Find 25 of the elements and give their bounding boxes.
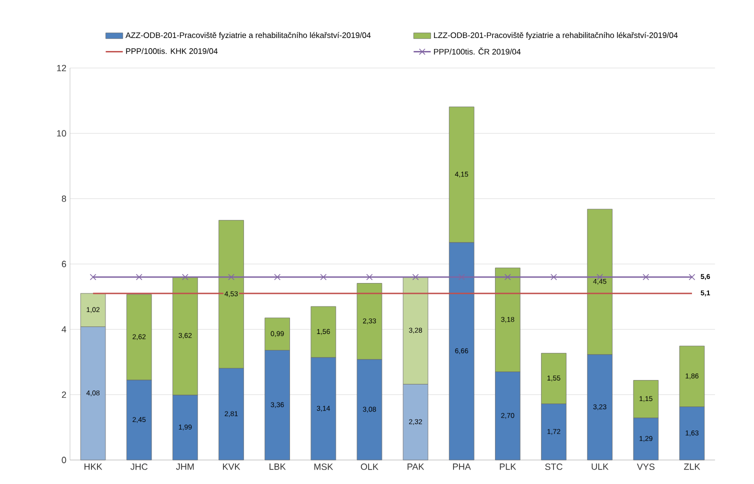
- y-tick-label: 6: [62, 260, 66, 268]
- x-tick-label: PHA: [453, 464, 471, 470]
- y-tick-label: 10: [57, 130, 66, 137]
- x-tick-label: JHM: [176, 464, 194, 470]
- y-tick-label: 0: [62, 456, 66, 464]
- y-tick-label: 12: [57, 64, 66, 72]
- y-tick-label: 8: [62, 195, 66, 202]
- x-tick-label: MSK: [314, 464, 334, 470]
- legend-label: LZZ-ODB-201-Pracoviště fyziatrie a rehabilitačního lékařství-2019/04: [434, 32, 678, 40]
- x-tick-label: ZLK: [684, 464, 700, 470]
- x-tick-label: PLK: [500, 464, 516, 470]
- x-tick-label: VYS: [636, 464, 654, 470]
- x-tick-label: KVK: [222, 464, 240, 470]
- x-tick-label: JHC: [130, 464, 148, 470]
- x-tick-label: PAK: [408, 464, 424, 470]
- legend-label: PPP/100tis. KHK 2019/04: [126, 48, 218, 54]
- x-tick-label: ULK: [592, 464, 608, 470]
- legend-label: PPP/100tis. ČR 2019/04: [434, 47, 521, 55]
- x-tick-label: OLK: [360, 464, 378, 470]
- x-tick-label: HKK: [84, 464, 102, 470]
- y-tick-label: 2: [62, 392, 66, 398]
- x-tick-label: LBK: [270, 464, 286, 470]
- legend-label: AZZ-ODB-201-Pracoviště fyziatrie a rehabilitačního lékařství-2019/04: [126, 32, 371, 40]
- y-tick-label: 4: [62, 326, 66, 332]
- x-tick-label: STC: [545, 464, 562, 470]
